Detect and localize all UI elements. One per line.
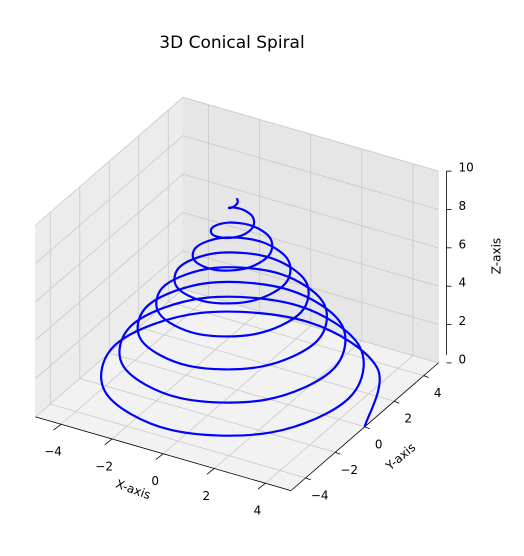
z-tick-label: 10 [458,161,473,175]
x-tick-label: 2 [203,489,211,503]
grid-line [35,250,439,379]
x-tick-mark [104,438,113,446]
y-axis-line [290,362,439,491]
x-axis-label: X-axis [114,477,153,502]
z-tick-label: 8 [458,199,466,213]
z-tick-label: 2 [458,314,466,328]
x-tick-mark [257,482,266,490]
spiral-line [100,197,381,437]
y-tick-label: 2 [404,412,412,426]
x-tick-mark [53,423,62,431]
x-tick-mark [155,453,164,460]
x-axis-line [35,416,292,492]
grid-line [35,211,439,341]
chart-title: 3D Conical Spiral [159,33,304,53]
y-tick-mark [423,375,429,379]
x-tick-label: −4 [44,445,62,459]
x-tick-label: −2 [95,459,113,473]
grid-line [35,96,439,226]
y-tick-mark [394,400,400,404]
y-axis-label: Y-axis [382,440,418,473]
y-tick-mark [364,426,370,430]
y-tick-label: −4 [311,488,329,502]
y-tick-mark [305,477,311,481]
y-tick-label: 0 [375,437,383,451]
z-tick-label: 0 [458,352,466,366]
grid-line [35,135,439,264]
y-tick-label: −2 [340,463,358,477]
x-tick-label: 0 [151,474,159,488]
x-tick-mark [206,468,215,475]
z-axis-label: Z-axis [490,238,504,274]
z-tick-label: 6 [458,237,466,251]
grid-line [35,173,439,303]
y-tick-label: 4 [434,386,442,400]
z-tick-label: 4 [458,276,466,290]
x-tick-label: 4 [254,504,262,518]
y-tick-mark [335,451,341,455]
